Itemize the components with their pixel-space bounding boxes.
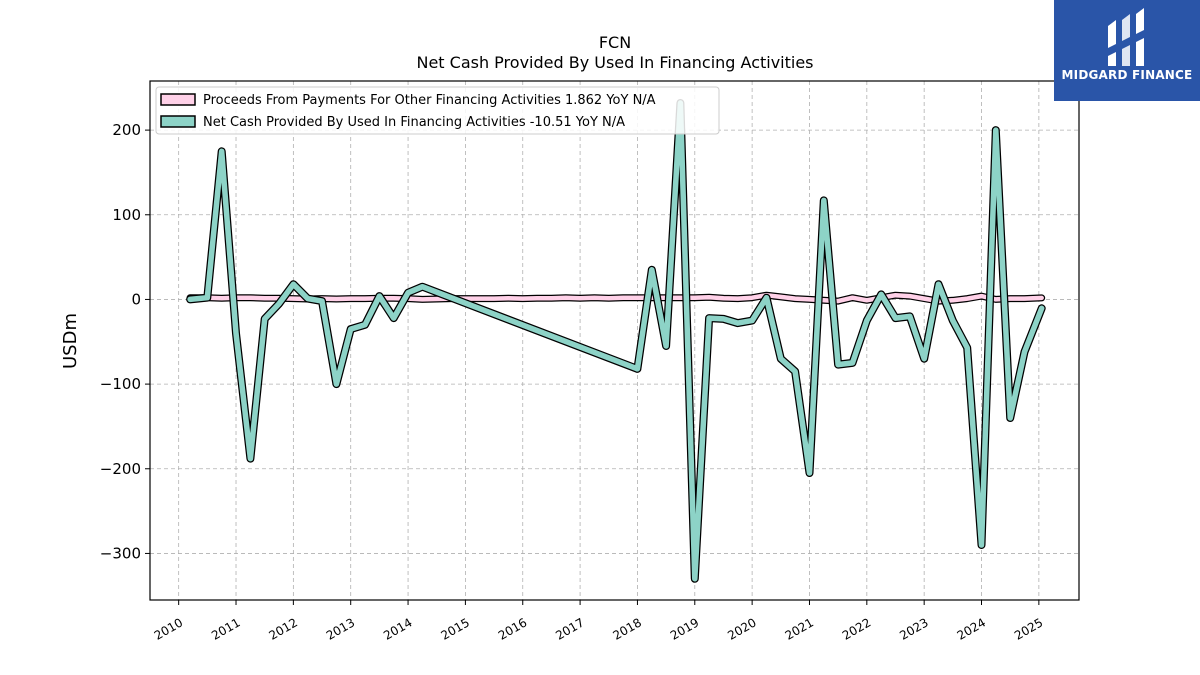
brand-name: MIDGARD FINANCE	[1061, 68, 1193, 82]
x-tick-label: 2015	[439, 615, 472, 642]
series-line-0	[187, 292, 1044, 304]
x-tick-label: 2012	[266, 615, 299, 642]
x-tick-label: 2013	[324, 615, 357, 642]
plot-area	[149, 80, 1080, 601]
y-axis: −300 −200 −100 0 100 200	[100, 121, 150, 562]
legend-box	[155, 86, 720, 135]
chart-title: FCN	[599, 33, 631, 52]
x-tick-label: 2014	[381, 615, 414, 642]
legend-entry-proceeds: Proceeds From Payments For Other Financi…	[203, 93, 656, 108]
legend: Proceeds From Payments For Other Financi…	[155, 86, 720, 135]
series-line-1	[187, 100, 1045, 582]
chart-subtitle: Net Cash Provided By Used In Financing A…	[416, 53, 813, 72]
x-tick-label: 2020	[725, 615, 758, 642]
y-tick-label: 100	[112, 206, 141, 224]
grid	[150, 81, 1079, 600]
y-tick-label: 0	[131, 290, 141, 308]
legend-entry-net-cash: Net Cash Provided By Used In Financing A…	[203, 115, 625, 130]
y-axis-label: USDm	[60, 313, 81, 369]
x-tick-label: 2010	[152, 615, 185, 642]
x-tick-label: 2025	[1012, 615, 1045, 642]
x-axis: 2010 2011 2012 2013 2014 2015 2016 2017 2018 2019…	[152, 600, 1045, 643]
x-tick-label: 2024	[955, 615, 988, 642]
midgard-logo-icon	[1108, 8, 1144, 66]
series-layer	[186, 99, 1046, 583]
x-tick-label: 2022	[840, 615, 873, 642]
brand-logo: MIDGARD FINANCE	[1054, 0, 1200, 101]
x-tick-label: 2016	[496, 615, 529, 642]
y-tick-label: 200	[112, 121, 141, 139]
x-tick-label: 2023	[897, 615, 930, 642]
series-outline-1	[186, 99, 1046, 583]
x-tick-label: 2019	[668, 615, 701, 642]
x-tick-label: 2017	[553, 615, 586, 642]
legend-swatch-proceeds	[160, 93, 196, 106]
x-tick-label: 2021	[783, 615, 816, 642]
x-tick-label: 2011	[209, 615, 242, 642]
y-tick-label: −100	[100, 375, 141, 393]
y-tick-label: −300	[100, 544, 141, 562]
x-tick-label: 2018	[611, 615, 644, 642]
legend-swatch-net-cash	[160, 115, 196, 128]
y-tick-label: −200	[100, 460, 141, 478]
